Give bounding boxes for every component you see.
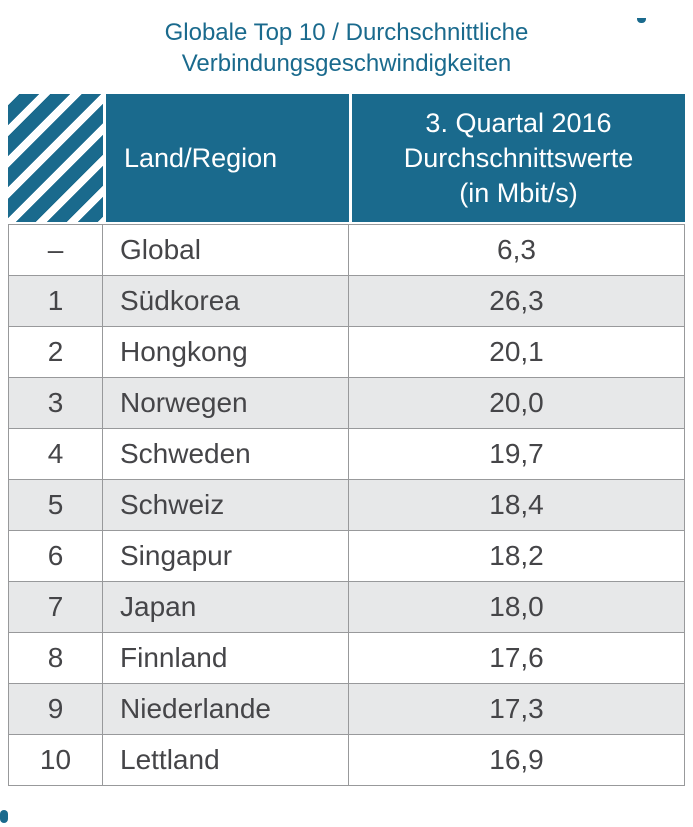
- page-title: Globale Top 10 / Durchschnittliche Verbi…: [0, 18, 693, 79]
- table-row-2: 2 Hongkong 20,1: [8, 327, 685, 379]
- value-cell: 19,7: [349, 429, 685, 481]
- rank-cell: –: [8, 224, 103, 277]
- table-row-3: 3 Norwegen 20,0: [8, 378, 685, 430]
- rank-cell: 5: [8, 480, 103, 532]
- value-cell: 18,4: [349, 480, 685, 532]
- rank-cell: 4: [8, 429, 103, 481]
- table-row-4: 4 Schweden 19,7: [8, 429, 685, 481]
- page: Globale Top 10 / Durchschnittliche Verbi…: [0, 18, 693, 827]
- value-cell: 20,1: [349, 327, 685, 379]
- value-cell: 20,0: [349, 378, 685, 430]
- region-cell: Japan: [103, 582, 349, 634]
- rank-cell: 1: [8, 276, 103, 328]
- value-cell: 6,3: [349, 224, 685, 277]
- region-cell: Hongkong: [103, 327, 349, 379]
- table-row-9: 9 Niederlande 17,3: [8, 684, 685, 736]
- header-row: Land/Region 3. Quartal 2016 Durchschnitt…: [8, 94, 685, 225]
- rank-cell: 6: [8, 531, 103, 583]
- value-header-line-3: (in Mbit/s): [459, 177, 578, 208]
- region-cell: Norwegen: [103, 378, 349, 430]
- value-column-header: 3. Quartal 2016 Durchschnittswerte (in M…: [349, 94, 685, 225]
- region-cell: Finnland: [103, 633, 349, 685]
- rank-cell: 3: [8, 378, 103, 430]
- diagonal-stripes-decoration: [8, 94, 103, 223]
- rank-column-header: [8, 94, 103, 225]
- value-header-line-1: 3. Quartal 2016: [425, 107, 612, 138]
- rank-cell: 2: [8, 327, 103, 379]
- region-cell: Lettland: [103, 735, 349, 787]
- value-cell: 17,3: [349, 684, 685, 736]
- table-row-5: 5 Schweiz 18,4: [8, 480, 685, 532]
- value-cell: 18,0: [349, 582, 685, 634]
- region-cell: Singapur: [103, 531, 349, 583]
- rank-cell: 8: [8, 633, 103, 685]
- cropped-glyph-fragment-bottom-left: [0, 810, 8, 823]
- region-cell: Südkorea: [103, 276, 349, 328]
- table-row-8: 8 Finnland 17,6: [8, 633, 685, 685]
- rank-cell: 9: [8, 684, 103, 736]
- rank-cell: 10: [8, 735, 103, 787]
- value-header-line-2: Durchschnittswerte: [403, 142, 634, 173]
- table-row-6: 6 Singapur 18,2: [8, 531, 685, 583]
- value-cell: 16,9: [349, 735, 685, 787]
- region-cell: Global: [103, 224, 349, 277]
- value-cell: 18,2: [349, 531, 685, 583]
- table-row-global: – Global 6,3: [8, 224, 685, 277]
- speed-table: Land/Region 3. Quartal 2016 Durchschnitt…: [8, 94, 685, 787]
- rank-cell: 7: [8, 582, 103, 634]
- region-cell: Schweiz: [103, 480, 349, 532]
- title-line-1: Globale Top 10 / Durchschnittliche: [164, 19, 529, 46]
- table-row-7: 7 Japan 18,0: [8, 582, 685, 634]
- region-column-header: Land/Region: [103, 94, 349, 225]
- value-cell: 17,6: [349, 633, 685, 685]
- table-row-1: 1 Südkorea 26,3: [8, 276, 685, 328]
- cropped-glyph-fragment-top-right: [637, 18, 646, 23]
- value-cell: 26,3: [349, 276, 685, 328]
- region-cell: Niederlande: [103, 684, 349, 736]
- title-line-2: Verbindungsgeschwindigkeiten: [181, 49, 512, 77]
- region-cell: Schweden: [103, 429, 349, 481]
- table-row-10: 10 Lettland 16,9: [8, 735, 685, 787]
